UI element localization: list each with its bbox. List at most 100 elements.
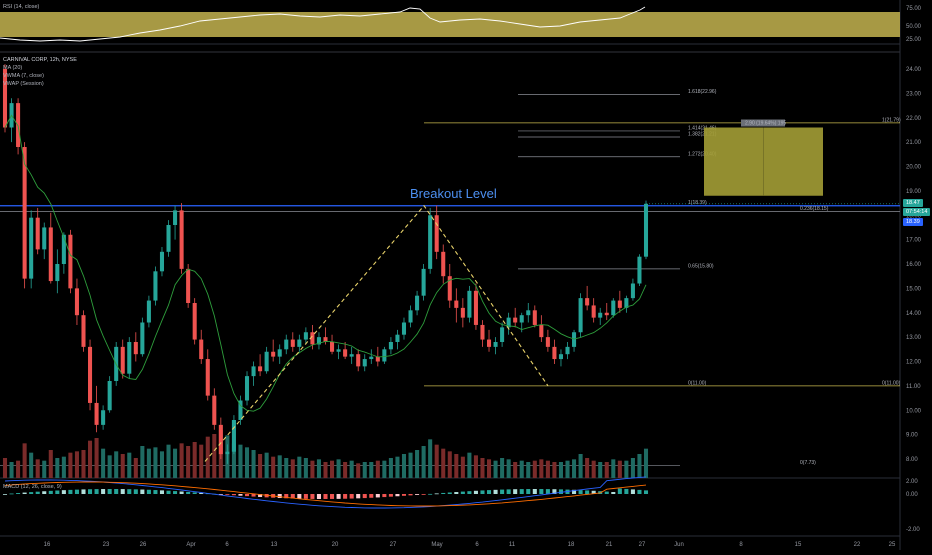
volume-bar xyxy=(362,462,367,478)
volume-bar xyxy=(447,451,452,478)
candle-body xyxy=(480,324,485,340)
volume-bar xyxy=(186,446,191,478)
macd-histogram-bar xyxy=(88,489,93,494)
fib-level-label: 1.272(20.40) xyxy=(688,151,717,157)
macd-histogram-bar xyxy=(251,494,256,497)
level-price-tag: 18.39 xyxy=(903,218,923,226)
macd-histogram-bar xyxy=(101,489,106,494)
macd-signal-line xyxy=(4,481,647,507)
macd-histogram-bar xyxy=(290,494,295,499)
candle-body xyxy=(630,283,635,299)
candle-body xyxy=(225,451,230,455)
x-axis-label: 20 xyxy=(332,542,339,548)
volume-bar xyxy=(244,447,250,478)
candle-body xyxy=(441,251,446,277)
candle-body xyxy=(532,310,537,325)
price-tick-label: 13.00 xyxy=(906,335,922,341)
macd-tick-label: 2.00 xyxy=(906,479,918,485)
candle-body xyxy=(101,410,106,425)
candle-body xyxy=(388,342,393,350)
macd-histogram-bar xyxy=(539,489,544,494)
volume-bar xyxy=(572,459,577,478)
macd-histogram-bar xyxy=(186,491,191,494)
candle-body xyxy=(585,298,590,306)
volume-bar xyxy=(323,462,328,478)
price-tick-label: 12.00 xyxy=(906,360,922,366)
fib-level-label: 1(18.39) xyxy=(688,200,707,206)
candle-body xyxy=(545,337,550,347)
macd-histogram-bar xyxy=(173,491,178,494)
macd-histogram-bar xyxy=(558,489,563,494)
volume-bar xyxy=(271,456,276,478)
volume-bar xyxy=(519,460,524,478)
macd-histogram-bar xyxy=(637,489,642,494)
candle-body xyxy=(395,334,400,342)
price-tick-label: 20.00 xyxy=(906,165,922,171)
volume-bar xyxy=(330,460,335,478)
macd-histogram-bar xyxy=(238,494,243,496)
volume-bar xyxy=(205,436,210,478)
volume-bar xyxy=(303,458,308,478)
macd-histogram-bar xyxy=(244,494,250,497)
candle-body xyxy=(526,310,531,316)
x-axis-label: 15 xyxy=(795,542,802,548)
macd-histogram-bar xyxy=(68,489,73,494)
candle-body xyxy=(611,300,616,316)
volume-bar xyxy=(68,452,73,478)
price-tick-label: 23.00 xyxy=(906,91,922,97)
macd-histogram-bar xyxy=(467,491,472,494)
volume-bar xyxy=(166,444,171,478)
volume-bar xyxy=(343,462,348,478)
x-axis-label: 22 xyxy=(854,542,861,548)
volume-bar xyxy=(356,463,361,478)
macd-histogram-bar xyxy=(545,489,550,494)
price-tick-label: 21.00 xyxy=(906,140,922,146)
volume-bar xyxy=(159,451,165,478)
macd-histogram-bar xyxy=(434,493,439,495)
macd-tick-label: 0.00 xyxy=(906,492,918,498)
x-axis-label: 11 xyxy=(509,542,516,548)
volume-bar xyxy=(604,462,609,478)
volume-bar xyxy=(611,459,616,478)
macd-histogram-bar xyxy=(107,489,112,494)
candle-body xyxy=(356,354,361,367)
volume-bar xyxy=(277,455,282,478)
macd-histogram-bar xyxy=(303,494,308,499)
macd-histogram-bar xyxy=(578,490,583,494)
volume-bar xyxy=(140,446,145,478)
candle-body xyxy=(330,342,335,352)
candle-body xyxy=(88,346,93,403)
candle-body xyxy=(2,69,8,128)
x-axis-label: May xyxy=(431,542,442,548)
candle-body xyxy=(552,346,557,360)
candle-body xyxy=(362,359,367,367)
volume-bar xyxy=(107,455,112,478)
volume-bar xyxy=(316,459,321,478)
volume-bar xyxy=(212,434,217,478)
candle-body xyxy=(323,337,328,342)
candle-body xyxy=(212,395,217,425)
macd-histogram-bar xyxy=(408,494,413,496)
volume-bar xyxy=(336,459,341,478)
macd-histogram-bar xyxy=(140,489,145,494)
candle-body xyxy=(401,322,407,335)
candle-body xyxy=(506,317,511,328)
macd-histogram-bar xyxy=(447,492,452,494)
volume-bar xyxy=(506,459,511,478)
candle-body xyxy=(61,234,66,264)
macd-histogram-bar xyxy=(375,494,380,498)
macd-histogram-bar xyxy=(330,494,335,499)
candle-body xyxy=(277,349,282,357)
candle-body xyxy=(199,339,204,360)
macd-histogram-bar xyxy=(401,494,407,496)
candle-body xyxy=(94,402,99,425)
x-axis-label: 21 xyxy=(606,542,613,548)
macd-histogram-bar xyxy=(362,494,367,499)
volume-bar xyxy=(55,458,60,478)
x-axis-label: 27 xyxy=(390,542,397,548)
volume-bar xyxy=(133,458,138,478)
volume-bar xyxy=(120,454,125,478)
candle-body xyxy=(421,268,426,296)
candle-body xyxy=(428,215,433,269)
candle-body xyxy=(179,210,184,269)
